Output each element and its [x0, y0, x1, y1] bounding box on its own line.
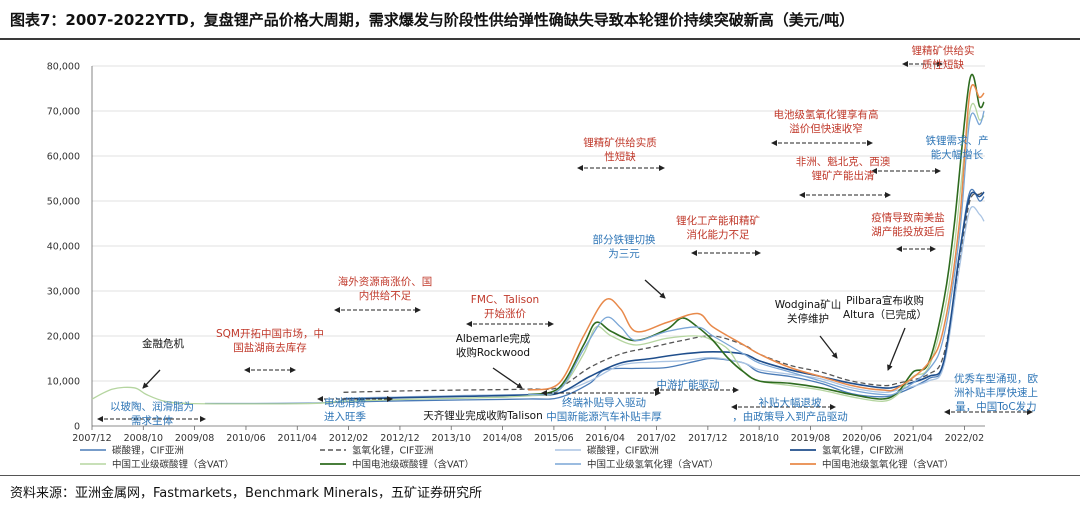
annotation-pilbara: Altura（已完成） — [843, 308, 927, 321]
annotation-terminal-subsidy: 中国新能源汽车补贴丰厚 — [546, 410, 662, 423]
x-tick-label: 2020/06 — [842, 433, 881, 444]
series-line-7 — [528, 110, 985, 396]
legend-label: 碳酸锂，CIF欧洲 — [587, 445, 659, 457]
annotation-glass-ceramics: 以玻陶、润滑脂为 — [110, 400, 194, 413]
annotation-spodumene-shortage: 锂精矿供给实质 — [583, 136, 657, 149]
x-tick-label: 2012/12 — [380, 433, 419, 444]
annotation-glass-ceramics: 需求主体 — [131, 415, 173, 427]
y-tick-label: 30,000 — [47, 287, 80, 298]
annotation-battery-peak: 电池消费 — [324, 396, 366, 409]
x-tick-label: 2011/04 — [278, 433, 317, 444]
x-tick-label: 2013/10 — [431, 433, 470, 444]
y-tick-label: 60,000 — [47, 152, 80, 163]
y-tick-label: 80,000 — [47, 62, 80, 73]
y-tick-label: 70,000 — [47, 107, 80, 118]
y-axis: 0 10,000 20,000 30,000 40,000 50,000 60,000 70,… — [47, 62, 93, 433]
x-tick-label: 2008/10 — [124, 433, 163, 444]
annotation-conversion-capacity: 消化能力不足 — [687, 228, 750, 241]
y-tick-label: 10,000 — [47, 377, 80, 388]
annotation-quality-models: 洲补贴丰厚快速上 — [954, 386, 1038, 399]
annotation-arrows — [97, 61, 1033, 422]
legend-label: 碳酸锂，CIF亚洲 — [112, 445, 184, 457]
annotation-wodgina: Wodgina矿山 — [775, 298, 842, 311]
source-note: 资料来源：亚洲金属网，Fastmarkets，Benchmark Mineral… — [10, 486, 482, 501]
x-tick-label: 2010/06 — [226, 433, 265, 444]
pointer-arrow — [819, 335, 838, 359]
legend-label: 中国工业级氢氧化锂（含VAT） — [587, 459, 718, 471]
annotation-lfp-ternary-demand: 铁锂需求、产 — [926, 134, 989, 147]
pointer-arrow — [142, 369, 161, 389]
x-tick-label: 2019/08 — [791, 433, 830, 444]
x-tick-label: 2017/02 — [637, 433, 676, 444]
legend-label: 氢氧化锂，CIF亚洲 — [352, 445, 433, 457]
x-tick-label: 2015/06 — [534, 433, 573, 444]
annotation-sqm-china: 国盐湖商去库存 — [233, 341, 307, 354]
x-tick-label: 2022/02 — [945, 433, 984, 444]
y-tick-label: 40,000 — [47, 242, 80, 253]
annotation-pilbara: Pilbara宣布收购 — [846, 294, 924, 307]
annotation-hydroxide-premium: 溢价但快速收窄 — [789, 122, 863, 135]
source-divider — [0, 475, 1080, 476]
annotation-conversion-capacity: 锂化工产能和精矿 — [676, 214, 760, 227]
annotation-terminal-subsidy: 终端补贴导入驱动 — [562, 396, 646, 409]
x-tick-label: 2007/12 — [72, 433, 111, 444]
annotation-fmc-talison: 开始涨价 — [484, 307, 526, 320]
annotation-wodgina: 关停维护 — [787, 312, 829, 325]
annotation-africa-supply: 非洲、魁北克、西澳 — [796, 155, 891, 168]
legend-label: 中国电池级碳酸锂（含VAT） — [352, 459, 474, 471]
annotation-fmc-talison: FMC、Talison — [471, 294, 539, 306]
annotation-subsidy-cut: ，由政策导入到产品驱动 — [732, 410, 848, 423]
x-axis: 2007/12 2008/10 2009/08 2010/06 2011/04 2012/… — [72, 425, 985, 444]
annotation-ternary-switch: 为三元 — [608, 248, 640, 260]
x-tick-label: 2014/08 — [483, 433, 522, 444]
pointer-arrow — [644, 279, 666, 299]
annotation-albemarle: 收购Rockwood — [456, 346, 530, 359]
annotation-midstream-expansion: 中游扩能驱动 — [657, 378, 720, 391]
legend-label: 中国电池级氢氧化锂（含VAT） — [822, 459, 953, 471]
annotation-subsidy-cut: 补贴大幅退坡 — [759, 396, 822, 409]
annotation-quality-models: 量，中国ToC发力 — [955, 400, 1036, 413]
annotation-africa-supply: 锂矿产能出清 — [812, 169, 875, 182]
pointer-arrow — [887, 327, 906, 371]
annotation-tianqi-talison: 天齐锂业完成收购Talison — [423, 409, 543, 422]
x-tick-label: 2012/02 — [329, 433, 368, 444]
x-tick-label: 2009/08 — [175, 433, 214, 444]
annotation-spodumene-shortage: 性短缺 — [604, 150, 636, 163]
y-tick-label: 20,000 — [47, 332, 80, 343]
annotation-pandemic-delay: 疫情导致南美盐 — [871, 211, 945, 224]
x-tick-label: 2018/10 — [739, 433, 778, 444]
series-line-8 — [528, 84, 985, 392]
annotation-financial-crisis: 金融危机 — [142, 337, 184, 350]
chart-title: 图表7：2007-2022YTD，复盘锂产品价格大周期，需求爆发与阶段性供给弹性… — [10, 11, 855, 29]
title-divider — [0, 38, 1080, 40]
annotation-sqm-china: SQM开拓中国市场，中 — [216, 327, 324, 340]
x-tick-label: 2016/04 — [585, 433, 624, 444]
annotation-pandemic-delay: 湖产能投放延后 — [871, 225, 945, 238]
pointer-arrow — [492, 367, 523, 389]
annotation-spodumene-shortage-2: 锂精矿供给实 — [912, 44, 975, 57]
y-tick-label: 50,000 — [47, 197, 80, 208]
x-tick-label: 2021/04 — [893, 433, 932, 444]
annotation-hydroxide-premium: 电池级氢氧化锂享有高 — [774, 108, 879, 121]
annotation-ternary-switch: 部分铁锂切换 — [593, 233, 656, 246]
annotation-spodumene-shortage-2: 质性短缺 — [922, 58, 964, 71]
legend-label: 中国工业级碳酸锂（含VAT） — [112, 459, 234, 471]
annotation-overseas-price: 海外资源商涨价、国 — [338, 275, 433, 288]
annotation-battery-peak: 进入旺季 — [324, 411, 366, 423]
title-bar: 图表7：2007-2022YTD，复盘锂产品价格大周期，需求爆发与阶段性供给弹性… — [0, 0, 1080, 40]
legend-label: 氢氧化锂，CIF欧洲 — [822, 445, 903, 457]
x-tick-label: 2017/12 — [688, 433, 727, 444]
annotation-quality-models: 优秀车型涌现，欧 — [954, 372, 1038, 385]
series-line-5 — [91, 102, 985, 405]
series-line-6 — [528, 73, 985, 400]
annotation-albemarle: Albemarle完成 — [456, 332, 531, 345]
legend: 碳酸锂，CIF亚洲 氢氧化锂，CIF亚洲 碳酸锂，CIF欧洲 氢氧化锂，CIF欧洲中国… — [80, 445, 953, 471]
annotation-lfp-ternary-demand: 能大幅增长 — [931, 148, 984, 161]
annotation-overseas-price: 内供给不足 — [359, 289, 412, 302]
y-tick-label: 0 — [74, 422, 80, 433]
price-chart: 0 10,000 20,000 30,000 40,000 50,000 60,000 70,… — [47, 44, 1039, 471]
